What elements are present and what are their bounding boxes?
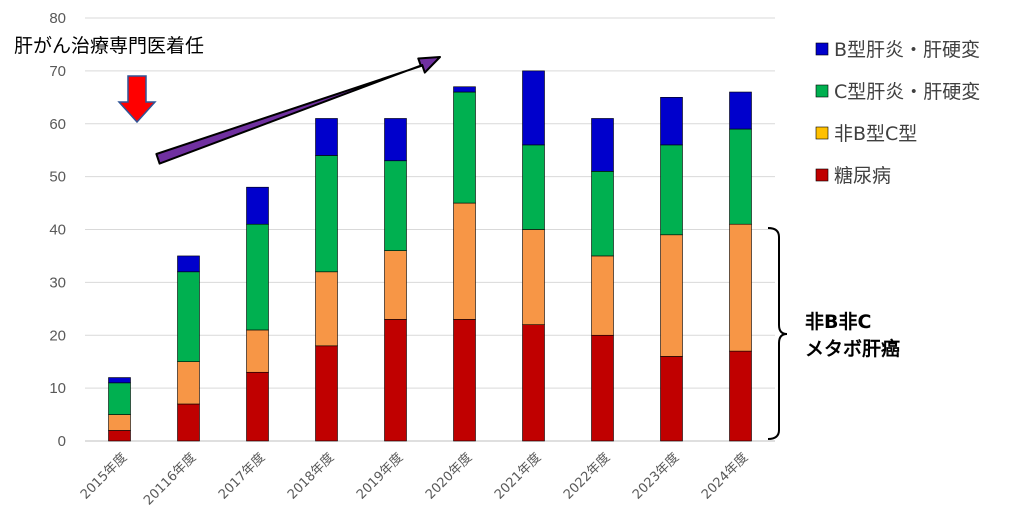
bar-segment [384, 250, 407, 320]
y-tick-label: 10 [49, 380, 66, 397]
legend-swatch [815, 42, 829, 56]
bar-segment [453, 202, 476, 320]
bar-segment [591, 334, 614, 442]
bar-segment [108, 414, 131, 431]
bar-segment [246, 186, 269, 225]
bar-segment [522, 229, 545, 325]
x-tick-label: 20116年度 [140, 450, 199, 509]
x-tick-label: 2021年度 [491, 450, 544, 503]
legend-label: 糖尿病 [834, 165, 891, 187]
bar-segment [660, 144, 683, 236]
legend-label: B型肝炎・肝硬変 [834, 39, 980, 61]
bar-segment [453, 86, 476, 93]
y-tick-label: 0 [58, 433, 66, 450]
y-tick-label: 30 [49, 274, 66, 291]
specialist-arrival-label: 肝がん治療専門医着任 [14, 35, 204, 57]
bar-segment [384, 118, 407, 162]
bar-segment [108, 377, 131, 384]
bracket-brace [767, 227, 788, 440]
bar-segment [729, 128, 752, 225]
bar-segment [315, 118, 338, 156]
bar-segment [522, 324, 545, 442]
bar-segment [108, 382, 131, 415]
trend-arrow-icon [155, 56, 441, 165]
bar-segment [384, 319, 407, 442]
x-tick-label: 2018年度 [284, 450, 337, 503]
bar-segment [453, 319, 476, 442]
bar-segment [246, 329, 269, 373]
x-tick-label: 2017年度 [215, 450, 268, 503]
x-axis-ticks: 2015年度 20116年度 2017年度 2018年度 2019年度 2020年度 202… [77, 450, 751, 509]
bar-segment [177, 255, 200, 273]
x-tick-label: 2019年度 [353, 450, 406, 503]
y-tick-label: 20 [49, 327, 66, 344]
y-tick-label: 50 [49, 169, 66, 186]
y-tick-label: 60 [49, 116, 66, 133]
bar-segment [384, 160, 407, 251]
gridlines [85, 17, 775, 442]
bar-segment [591, 171, 614, 257]
bracket-label-line1: 非B非C [805, 311, 871, 333]
y-tick-label: 80 [49, 10, 66, 27]
bar-segment [591, 255, 614, 336]
x-tick-label: 2023年度 [629, 450, 682, 503]
bar-segment [315, 155, 338, 273]
bar-segment [591, 118, 614, 172]
y-axis-ticks: 0 10 20 30 40 50 60 70 80 [49, 10, 66, 450]
x-tick-label: 2020年度 [422, 450, 475, 503]
down-arrow-icon [117, 75, 157, 124]
bar-segment [177, 271, 200, 362]
bar-segment [177, 403, 200, 442]
bar-segment [315, 345, 338, 442]
legend-swatch [815, 84, 829, 98]
y-tick-label: 40 [49, 222, 66, 239]
legend-label: C型肝炎・肝硬変 [834, 81, 980, 103]
bar-segment [177, 361, 200, 405]
x-tick-label: 2022年度 [560, 450, 613, 503]
bar-segment [660, 97, 683, 146]
x-tick-label: 2024年度 [698, 450, 751, 503]
bar-segment [660, 356, 683, 442]
y-tick-label: 70 [49, 63, 66, 80]
bracket-label-line2: メタボ肝癌 [805, 337, 900, 360]
bar-segment [729, 91, 752, 130]
legend-swatch [815, 168, 829, 182]
bar-segment [729, 350, 752, 442]
legend-swatch [815, 126, 829, 140]
bars [108, 70, 752, 442]
legend-label: 非B型C型 [834, 123, 917, 145]
bar-segment [246, 371, 269, 442]
bar-segment [108, 430, 131, 442]
bar-segment [522, 144, 545, 230]
x-tick-label: 2015年度 [77, 450, 130, 503]
bar-segment [315, 271, 338, 347]
bar-segment [729, 223, 752, 352]
bar-segment [453, 91, 476, 204]
bar-segment [246, 223, 269, 331]
bar-segment [660, 234, 683, 357]
bar-segment [522, 70, 545, 146]
